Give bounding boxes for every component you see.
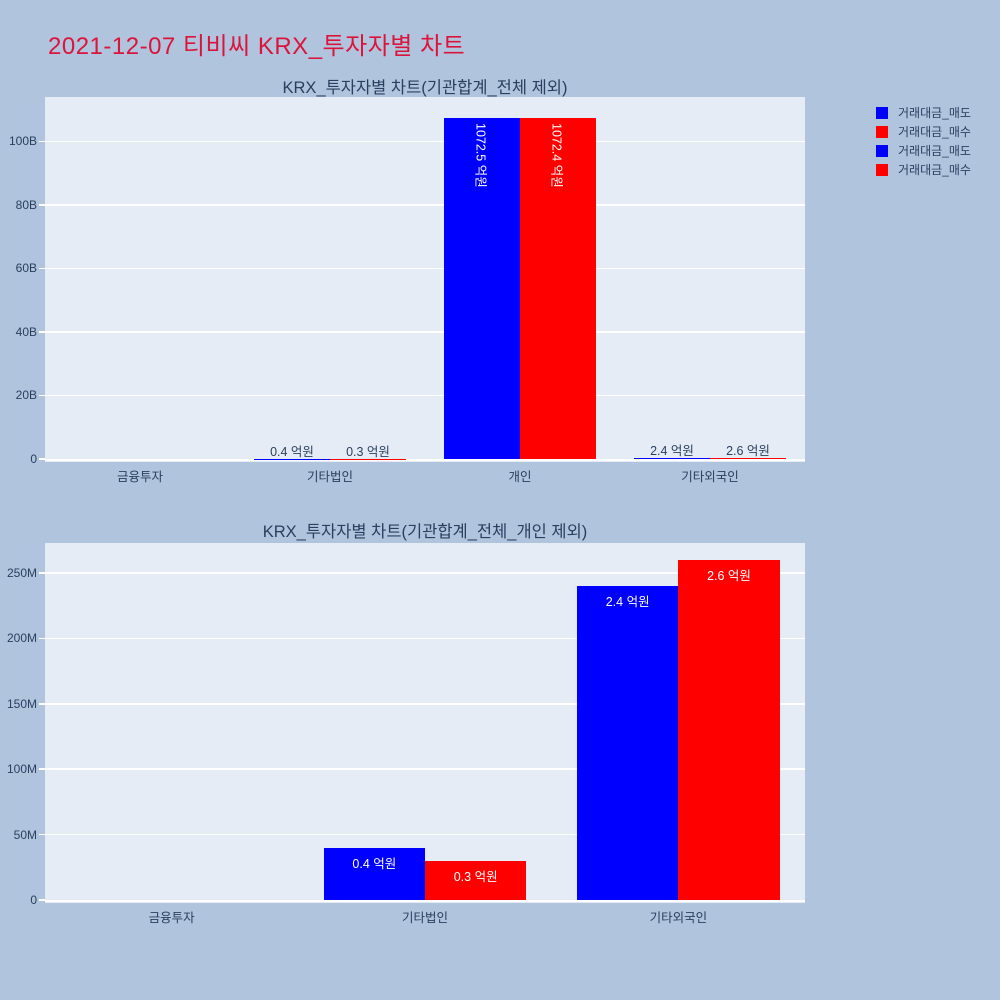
gridline [45,204,805,206]
bar-value-label: 2.4 억원 [605,595,650,610]
gridline [45,331,805,333]
y-axis-tick [39,572,45,574]
bar[interactable] [444,118,520,459]
bar-value-label: 1072.5 억원 [473,123,488,189]
legend-label: 거래대금_매도 [898,144,971,158]
legend-swatch-icon [876,125,888,138]
x-axis-category-label: 기타법인 [401,911,448,925]
y-axis-tick-label: 150M [6,696,37,711]
y-axis-tick [39,394,45,397]
chart-top-plot-area[interactable] [45,97,805,462]
y-axis-tick-label: 50M [13,827,37,842]
y-axis-tick [39,899,45,901]
legend-label: 거래대금_매수 [898,125,971,139]
x-axis-category-label: 기타법인 [306,470,353,484]
bar-value-label: 0.4 억원 [352,856,397,871]
bar-value-label: 2.4 억원 [650,444,694,459]
bar[interactable] [634,458,710,459]
y-axis-tick [39,768,45,770]
x-axis-category-label: 기타외국인 [649,911,708,925]
gridline [45,267,805,270]
gridline [45,572,805,574]
bar-value-label: 0.3 억원 [346,444,390,459]
y-axis-tick-label: 250M [6,566,37,581]
y-axis-tick [39,267,45,270]
bar-value-label: 1072.4 억원 [549,123,564,189]
x-axis-category-label: 금융투자 [116,470,163,484]
y-axis-tick-label: 80B [15,197,37,212]
bar-value-label: 2.6 억원 [726,444,770,459]
bar[interactable] [678,560,780,900]
chart-top-title: KRX_투자자별 차트(기관합계_전체 제외) [282,79,568,97]
chart-bottom-title: KRX_투자자별 차트(기관합계_전체_개인 제외) [262,523,588,541]
gridline [45,833,805,836]
x-axis-category-label: 개인 [508,470,532,484]
legend: 거래대금_매도 거래대금_매수 거래대금_매도 거래대금_매수 [876,103,971,179]
bar-value-label: 2.6 억원 [707,569,751,583]
y-axis-tick [39,140,45,143]
figure-title: 2021-12-07 티비씨 KRX_투자자별 차트 [48,33,466,60]
bar-value-label: 0.3 억원 [453,869,498,884]
y-axis-tick-label: 0 [30,452,37,466]
x-axis-category-label: 금융투자 [148,911,195,925]
legend-swatch-icon [876,144,888,157]
bar[interactable] [323,847,425,900]
y-axis-tick [39,833,45,836]
y-axis-tick-label: 100B [8,134,37,149]
legend-swatch-icon [876,163,888,176]
y-axis-tick [39,458,45,460]
legend-label: 거래대금_매수 [898,163,971,177]
legend-item[interactable]: 거래대금_매도 [876,103,971,122]
y-axis-tick-label: 100M [6,762,37,777]
legend-swatch-icon [876,106,888,119]
y-axis-tick [39,637,45,640]
y-axis-tick-label: 200M [6,631,37,646]
bar[interactable] [520,118,596,459]
y-axis-tick-label: 0 [30,893,37,907]
y-axis-tick [39,703,45,705]
zeroline [45,459,805,461]
gridline [45,703,805,705]
zeroline [45,900,805,902]
gridline [45,394,805,397]
y-axis-tick-label: 20B [15,388,37,403]
x-axis-category-label: 기타외국인 [681,470,739,484]
legend-item[interactable]: 거래대금_매수 [876,122,971,141]
gridline [45,140,805,143]
gridline [45,768,805,770]
gridline [45,637,805,640]
legend-item[interactable]: 거래대금_매도 [876,141,971,160]
bar[interactable] [710,458,786,459]
bar-value-label: 0.4 억원 [270,444,314,459]
y-axis-tick [39,204,45,206]
bar[interactable] [577,586,679,900]
legend-item[interactable]: 거래대금_매수 [876,160,971,179]
bar[interactable] [425,860,527,900]
y-axis-tick [39,331,45,333]
y-axis-tick-label: 40B [15,324,37,339]
legend-label: 거래대금_매도 [898,106,971,120]
y-axis-tick-label: 60B [15,261,37,276]
